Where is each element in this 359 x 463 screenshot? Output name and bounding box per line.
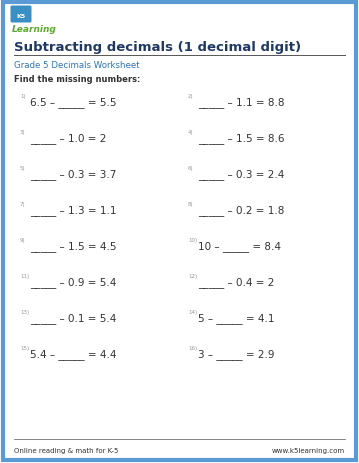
Text: www.k5learning.com: www.k5learning.com bbox=[272, 447, 345, 453]
Text: _____ – 1.3 = 1.1: _____ – 1.3 = 1.1 bbox=[30, 205, 117, 216]
Text: Online reading & math for K-5: Online reading & math for K-5 bbox=[14, 447, 118, 453]
Text: 3): 3) bbox=[20, 130, 25, 135]
Text: 5 – _____ = 4.1: 5 – _____ = 4.1 bbox=[198, 313, 275, 324]
Text: 5.4 – _____ = 4.4: 5.4 – _____ = 4.4 bbox=[30, 349, 117, 360]
Text: 6): 6) bbox=[188, 166, 194, 171]
Text: 5): 5) bbox=[20, 166, 25, 171]
Text: _____ – 0.4 = 2: _____ – 0.4 = 2 bbox=[198, 277, 274, 288]
Text: _____ – 1.1 = 8.8: _____ – 1.1 = 8.8 bbox=[198, 97, 284, 108]
Text: 1): 1) bbox=[20, 94, 25, 99]
Text: 15): 15) bbox=[20, 345, 29, 350]
Text: 3 – _____ = 2.9: 3 – _____ = 2.9 bbox=[198, 349, 275, 360]
Text: 8): 8) bbox=[188, 201, 194, 206]
Text: Subtracting decimals (1 decimal digit): Subtracting decimals (1 decimal digit) bbox=[14, 41, 301, 54]
Text: _____ – 1.0 = 2: _____ – 1.0 = 2 bbox=[30, 133, 106, 144]
Text: 9): 9) bbox=[20, 238, 25, 243]
Text: 7): 7) bbox=[20, 201, 25, 206]
Text: 12): 12) bbox=[188, 274, 197, 278]
Text: 13): 13) bbox=[20, 309, 29, 314]
Text: _____ – 0.3 = 3.7: _____ – 0.3 = 3.7 bbox=[30, 169, 116, 180]
Text: Learning: Learning bbox=[12, 25, 57, 33]
FancyBboxPatch shape bbox=[3, 3, 356, 460]
Text: _____ – 1.5 = 8.6: _____ – 1.5 = 8.6 bbox=[198, 133, 284, 144]
Text: _____ – 0.3 = 2.4: _____ – 0.3 = 2.4 bbox=[198, 169, 284, 180]
Text: _____ – 1.5 = 4.5: _____ – 1.5 = 4.5 bbox=[30, 241, 117, 252]
Text: 4): 4) bbox=[188, 130, 194, 135]
FancyBboxPatch shape bbox=[10, 6, 32, 24]
Text: Find the missing numbers:: Find the missing numbers: bbox=[14, 75, 140, 83]
Text: _____ – 0.2 = 1.8: _____ – 0.2 = 1.8 bbox=[198, 205, 284, 216]
Text: 10 – _____ = 8.4: 10 – _____ = 8.4 bbox=[198, 241, 281, 252]
Text: _____ – 0.1 = 5.4: _____ – 0.1 = 5.4 bbox=[30, 313, 116, 324]
Text: 2): 2) bbox=[188, 94, 194, 99]
Text: 6.5 – _____ = 5.5: 6.5 – _____ = 5.5 bbox=[30, 97, 117, 108]
Text: 14): 14) bbox=[188, 309, 197, 314]
Text: 11): 11) bbox=[20, 274, 29, 278]
Text: 16): 16) bbox=[188, 345, 197, 350]
Text: Grade 5 Decimals Worksheet: Grade 5 Decimals Worksheet bbox=[14, 60, 140, 69]
Text: _____ – 0.9 = 5.4: _____ – 0.9 = 5.4 bbox=[30, 277, 116, 288]
Text: K5: K5 bbox=[17, 13, 25, 19]
Text: 10): 10) bbox=[188, 238, 197, 243]
